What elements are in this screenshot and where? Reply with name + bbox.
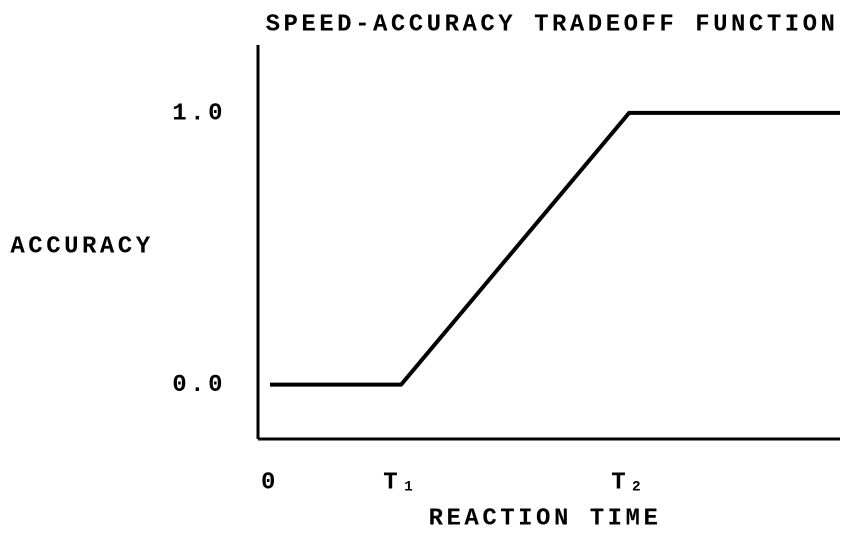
- x-tick-label: 0: [261, 469, 279, 496]
- y-tick-label: 1.0: [172, 100, 226, 127]
- y-axis-label: ACCURACY: [10, 233, 153, 260]
- x-tick-label: T₁: [383, 469, 419, 496]
- line: [270, 110, 840, 387]
- x-tick-label: T₂: [611, 469, 647, 496]
- chart-title: SPEED-ACCURACY TRADEOFF FUNCTION: [266, 11, 839, 38]
- y-tick-label: 0.0: [172, 372, 226, 399]
- x-axis-label: REACTION TIME: [429, 505, 662, 532]
